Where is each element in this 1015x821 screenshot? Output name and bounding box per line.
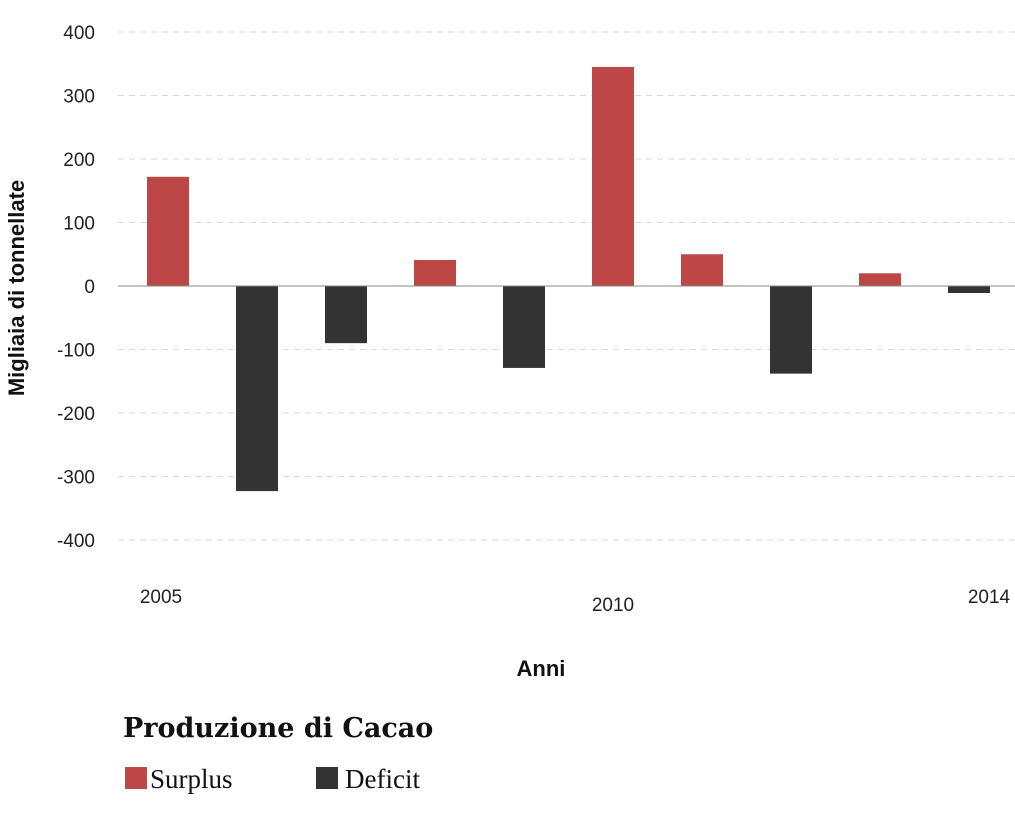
bar-surplus-2005 xyxy=(147,176,189,286)
y-axis-ticks: 400 300 200 100 0 -100 -200 -300 -400 xyxy=(57,23,95,552)
legend-swatch-deficit xyxy=(316,767,338,789)
y-tick-label: -100 xyxy=(57,341,95,362)
bar-surplus-2013 xyxy=(859,273,901,286)
x-tick-label-2010: 2010 xyxy=(592,595,634,616)
legend-label-deficit: Deficit xyxy=(345,764,420,794)
y-tick-label: 100 xyxy=(63,214,95,235)
x-axis-title: Anni xyxy=(517,656,566,681)
bar-deficit-2014 xyxy=(948,286,990,293)
legend-title: Produzione di Cacao xyxy=(123,713,433,744)
bar-surplus-2008 xyxy=(414,259,456,286)
bar-deficit-2006 xyxy=(236,286,278,492)
y-tick-label: -400 xyxy=(57,531,95,552)
bar-deficit-2012 xyxy=(770,286,812,374)
bars xyxy=(147,66,990,492)
y-tick-label: 400 xyxy=(63,23,95,44)
bar-deficit-2007 xyxy=(325,286,367,344)
x-tick-label-2005: 2005 xyxy=(140,587,182,608)
x-axis-ticks: 2005 2010 2014 xyxy=(140,587,1011,616)
bar-deficit-2009 xyxy=(503,286,545,368)
legend-swatch-surplus xyxy=(125,767,147,789)
y-tick-label: 0 xyxy=(84,277,95,298)
bar-surplus-2010 xyxy=(592,66,634,286)
y-tick-label: 200 xyxy=(63,150,95,171)
y-tick-label: -200 xyxy=(57,404,95,425)
y-axis-title: Migliaia di tonnellate xyxy=(4,180,29,396)
legend: Produzione di Cacao Surplus Deficit xyxy=(123,713,433,794)
y-tick-label: -300 xyxy=(57,468,95,489)
legend-label-surplus: Surplus xyxy=(150,764,233,794)
x-tick-label-2014: 2014 xyxy=(968,587,1011,608)
bar-surplus-2011 xyxy=(681,254,723,286)
y-tick-label: 300 xyxy=(63,87,95,108)
